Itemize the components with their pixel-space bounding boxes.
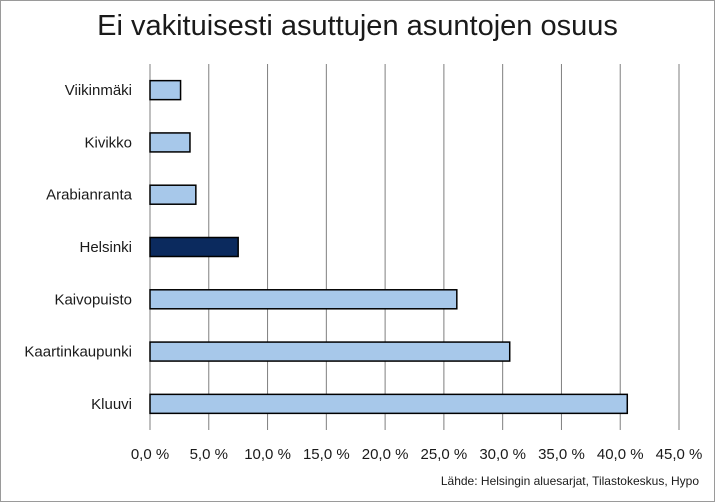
category-label: Kivikko — [84, 134, 132, 151]
x-tick-label: 30,0 % — [479, 446, 526, 463]
x-tick-label: 0,0 % — [131, 446, 169, 463]
category-label: Kluuvi — [91, 396, 132, 413]
bar-kaivopuisto — [149, 289, 458, 310]
x-tick-label: 15,0 % — [303, 446, 350, 463]
category-labels: Viikinmäki Kivikko Arabianranta Helsinki Kai… — [24, 82, 132, 413]
x-tick-label: 35,0 % — [538, 446, 585, 463]
x-tick-label: 5,0 % — [190, 446, 228, 463]
source-note: Lähde: Helsingin aluesarjat, Tilastokesk… — [440, 474, 699, 488]
category-label: Helsinki — [79, 239, 132, 256]
bar-kivikko — [149, 132, 191, 153]
gridlines — [149, 64, 680, 430]
bars — [149, 79, 629, 415]
x-tick-label: 25,0 % — [421, 446, 468, 463]
category-label: Kaivopuisto — [54, 291, 132, 308]
x-tick-label: 20,0 % — [362, 446, 409, 463]
category-label: Arabianranta — [46, 187, 133, 204]
bar-viikinmäki — [149, 79, 182, 101]
bar-arabianranta — [149, 184, 197, 205]
bar-kaartinkaupunki — [149, 341, 511, 362]
bar-kluuvi — [149, 393, 629, 415]
x-tick-label: 45,0 % — [656, 446, 703, 463]
category-label: Viikinmäki — [65, 82, 132, 99]
x-tick-label: 10,0 % — [244, 446, 291, 463]
x-tick-labels: 0,0 % 5,0 % 10,0 % 15,0 % 20,0 % 25,0 % 30,0 %… — [131, 446, 703, 463]
x-tick-label: 40,0 % — [597, 446, 644, 463]
bar-helsinki — [149, 236, 239, 258]
category-label: Kaartinkaupunki — [24, 344, 132, 361]
chart-title: Ei vakituisesti asuttujen asuntojen osuu… — [97, 10, 618, 42]
